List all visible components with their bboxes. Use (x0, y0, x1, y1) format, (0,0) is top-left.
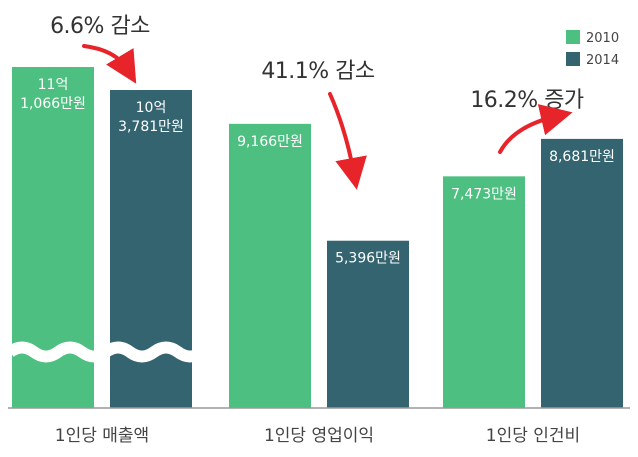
bars: 11억 1,066만원 10억 3,781만원 9,166만원 5,396만원 7,473만… (12, 67, 623, 408)
legend-label: 2014 (586, 53, 619, 68)
legend-swatch-2014 (566, 52, 580, 66)
bar-value-label: 5,396만원 (335, 251, 401, 267)
bar-2010-1 (229, 123, 311, 408)
bar-2014-1 (327, 240, 409, 408)
change-annotation: 16.2% 증가 (470, 88, 584, 113)
legend-label: 2010 (586, 31, 619, 46)
bar-value-label: 7,473만원 (451, 186, 517, 202)
bar-value-label: 1,066만원 (20, 96, 86, 112)
bar-value-label: 11억 (38, 77, 69, 93)
change-annotation: 41.1% 감소 (261, 59, 375, 84)
axis-break-wave (6, 341, 206, 363)
change-arrow (498, 104, 573, 154)
category-labels: 1인당 매출액 1인당 영업이익 1인당 인건비 (55, 426, 580, 446)
axis-breaks (6, 341, 206, 363)
category-label: 1인당 영업이익 (264, 426, 374, 446)
change-arrow (82, 44, 137, 84)
bar-value-label: 9,166만원 (237, 134, 303, 150)
change-arrow (328, 92, 367, 190)
change-annotation: 6.6% 감소 (50, 14, 150, 39)
bar-value-label: 8,681만원 (549, 149, 615, 165)
legend-swatch-2010 (566, 30, 580, 44)
legend: 2010 2014 (566, 30, 619, 68)
bar-2010-2 (443, 176, 525, 408)
bar-2014-2 (541, 138, 623, 408)
annotations: 6.6% 감소 41.1% 감소 16.2% 증가 (50, 14, 584, 190)
category-label: 1인당 인건비 (486, 426, 580, 446)
bar-value-label: 10억 (136, 100, 167, 116)
category-label: 1인당 매출액 (55, 426, 149, 446)
bar-value-label: 3,781만원 (118, 119, 184, 135)
